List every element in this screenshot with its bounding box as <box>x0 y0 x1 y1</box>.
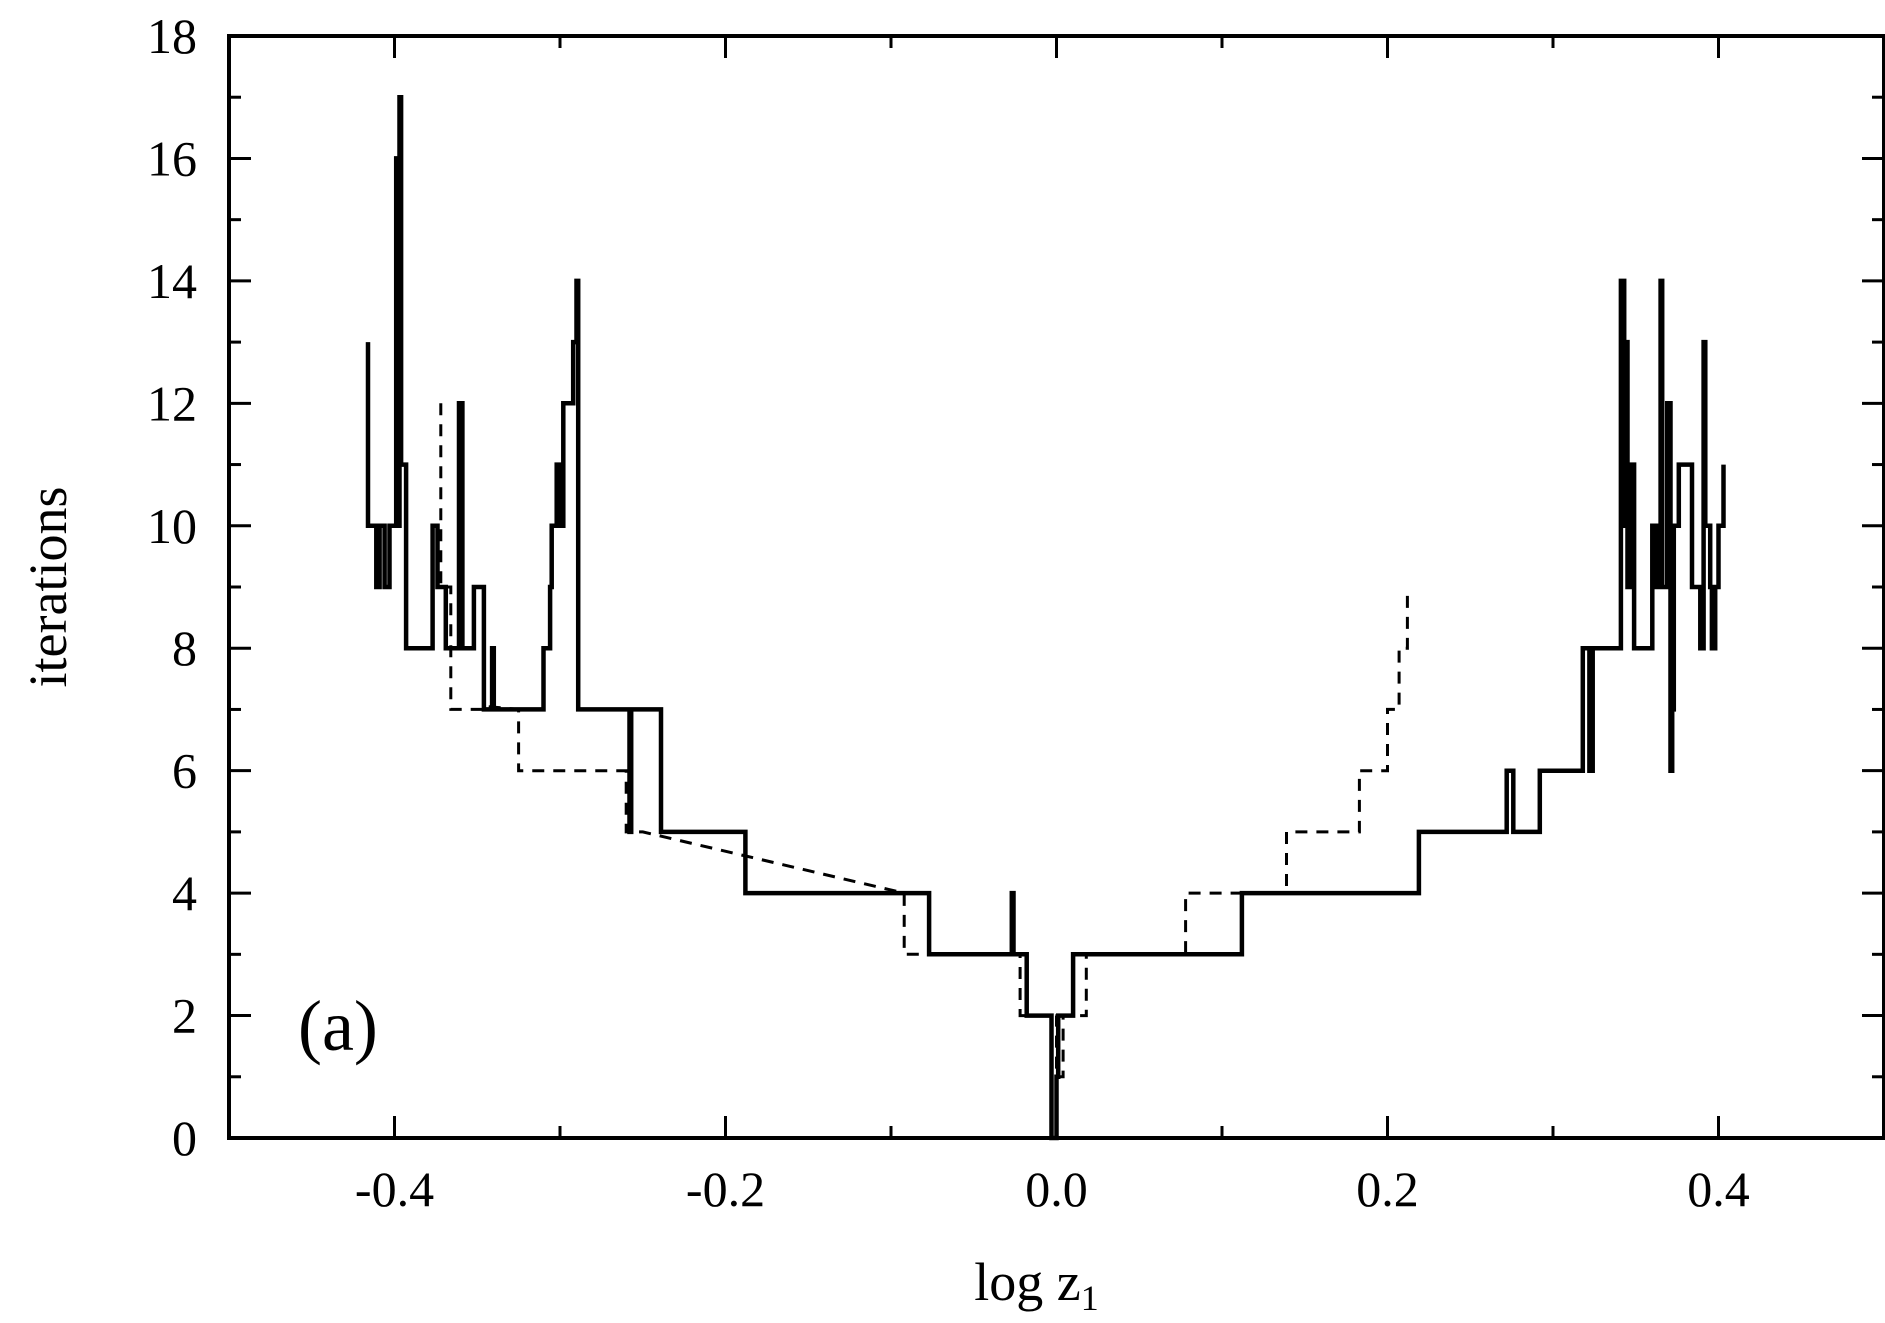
y-tick-label: 2 <box>172 988 197 1044</box>
x-axis-title-subscript: 1 <box>1081 1278 1099 1318</box>
y-tick-label: 4 <box>172 865 197 921</box>
x-tick-label: 0.0 <box>1025 1161 1088 1217</box>
x-tick-label: 0.2 <box>1356 1161 1419 1217</box>
series-dashed-line <box>439 403 1409 1079</box>
series-solid-line <box>365 94 1726 1141</box>
x-tick-label: -0.4 <box>355 1161 434 1217</box>
plot-frame <box>227 34 1885 1140</box>
series-layer <box>365 94 1726 1141</box>
x-tick-label: -0.2 <box>686 1161 765 1217</box>
y-tick-label: 8 <box>172 620 197 676</box>
y-axis-title: iterations <box>18 487 78 688</box>
y-tick-label: 18 <box>147 8 197 64</box>
y-tick-label: 10 <box>147 498 197 554</box>
y-tick-label: 12 <box>147 375 197 431</box>
y-tick-label: 14 <box>147 253 197 309</box>
y-tick-label: 6 <box>172 743 197 799</box>
y-tick-labels: 0 2 4 6 8 10 12 14 16 18 <box>147 8 197 1166</box>
x-tick-labels: -0.4 -0.2 0.0 0.2 0.4 <box>355 1161 1750 1217</box>
x-axis-title: log z1 <box>974 1252 1098 1318</box>
plot-area <box>227 34 1885 1141</box>
panel-label: (a) <box>298 986 378 1066</box>
y-tick-label: 0 <box>172 1110 197 1166</box>
x-axis-title-main: log z <box>974 1252 1080 1312</box>
x-tick-label: 0.4 <box>1687 1161 1750 1217</box>
y-tick-label: 16 <box>147 130 197 186</box>
